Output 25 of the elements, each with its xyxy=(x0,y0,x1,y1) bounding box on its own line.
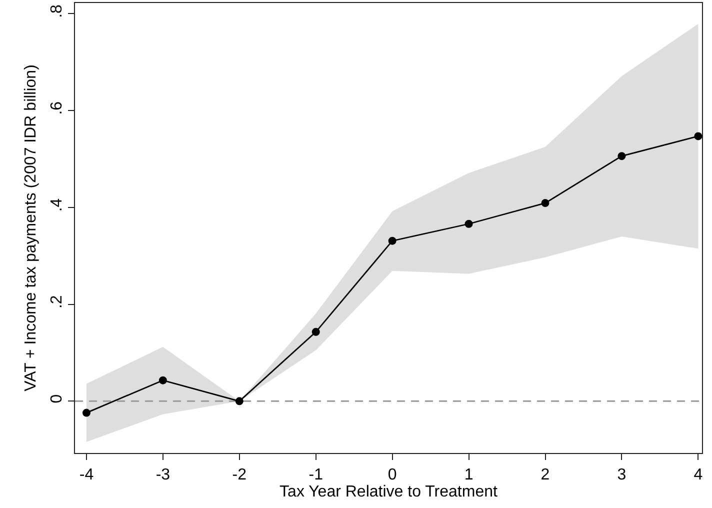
y-tick-label: 0 xyxy=(48,394,66,404)
point xyxy=(235,397,244,406)
x-tick-label: 4 xyxy=(694,466,703,484)
y-tick-label: .6 xyxy=(48,101,66,115)
x-tick-label: -3 xyxy=(156,466,170,484)
point xyxy=(82,408,90,417)
point xyxy=(541,199,550,208)
point xyxy=(158,376,167,384)
x-tick-label: 0 xyxy=(388,466,397,484)
x-tick-label: -2 xyxy=(232,466,247,484)
y-axis-title: VAT + Income tax payments (2007 IDR billion) xyxy=(22,64,40,392)
y-tick-label: .8 xyxy=(48,4,66,18)
x-tick-label: 1 xyxy=(464,466,474,484)
y-tick-label: .2 xyxy=(48,295,66,309)
point xyxy=(312,328,320,336)
x-tick-label: 3 xyxy=(617,466,626,484)
point xyxy=(388,236,396,245)
point xyxy=(618,152,626,160)
x-tick-label: -1 xyxy=(308,466,324,484)
y-tick-label: .4 xyxy=(48,198,66,212)
point xyxy=(694,132,702,140)
x-axis-title: Tax Year Relative to Treatment xyxy=(280,483,498,500)
x-tick-label: 2 xyxy=(540,466,550,484)
point xyxy=(464,220,473,228)
x-tick-label: -4 xyxy=(79,466,94,484)
